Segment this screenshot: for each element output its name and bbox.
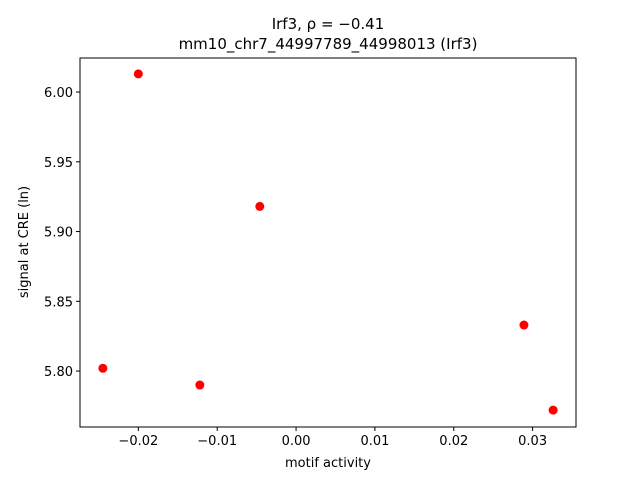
x-tick-label: 0.02 [439,434,468,449]
y-tick-label: 6.00 [44,86,73,101]
point [133,69,143,79]
point [255,201,265,211]
x-tick-label: −0.02 [118,434,158,449]
x-tick-label: 0.01 [360,434,389,449]
point [519,320,529,330]
y-tick-label: 5.80 [44,365,73,380]
chart-subtitle: mm10_chr7_44997789_44998013 (Irf3) [179,35,478,54]
y-tick-label: 5.95 [44,156,73,171]
x-tick-label: 0.00 [282,434,311,449]
point [98,363,108,373]
y-tick-label: 5.90 [44,226,73,241]
point [195,380,205,390]
x-tick-label: −0.01 [197,434,237,449]
point [548,405,558,415]
plot-frame [79,57,577,428]
chart-title: Irf3, ρ = −0.41 [272,15,385,33]
y-axis-label: signal at CRE (ln) [17,186,32,298]
x-tick-label: 0.03 [518,434,547,449]
y-tick-label: 5.85 [44,295,73,310]
x-axis-label: motif activity [285,456,371,471]
